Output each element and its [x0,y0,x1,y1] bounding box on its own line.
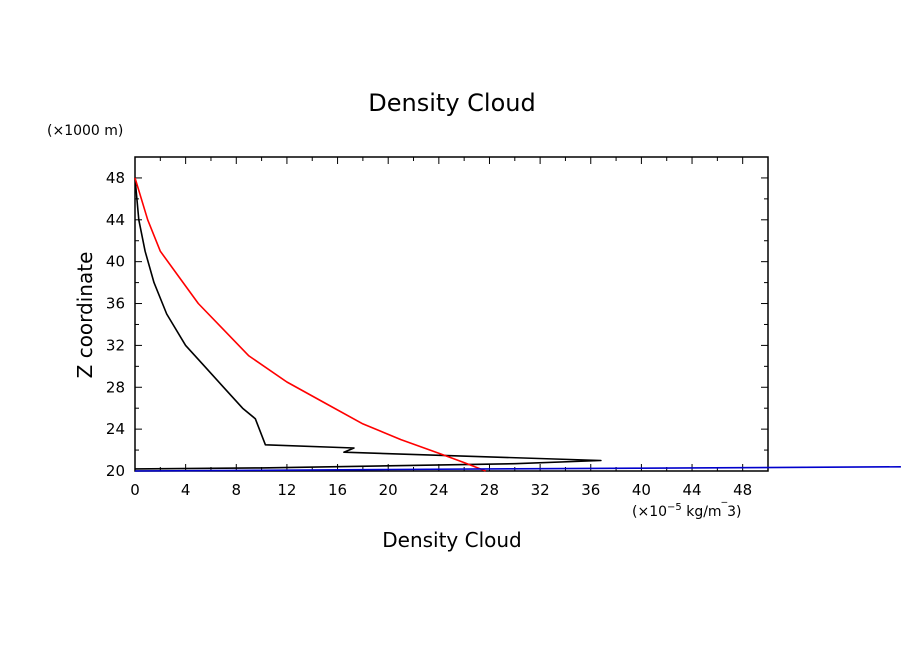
x-unit-tail: 3) [727,504,741,520]
series-line-2 [134,177,486,472]
y-tick-label: 32 [106,336,125,354]
x-tick-label: 8 [232,481,242,499]
y-tick-label: 20 [106,462,125,480]
y-tick-label: 28 [106,378,125,396]
series-line-1 [134,177,602,470]
x-tick-label: 20 [379,481,398,499]
x-unit-label: (×10−5 kg/m‾3) [632,500,741,520]
x-unit-suffix: kg/m [682,504,722,520]
x-tick-label: 24 [429,481,448,499]
x-unit-superscript-mark: ‾ [721,500,728,513]
x-tick-label: 16 [328,481,347,499]
x-tick-label: 48 [733,481,752,499]
y-tick-label: 40 [106,253,125,271]
chart-title: Density Cloud [368,89,535,117]
y-tick-label: 36 [106,295,125,313]
x-unit-exponent: −5 [667,502,682,513]
x-axis-label: Density Cloud [382,528,522,552]
y-tick-label: 48 [106,169,125,187]
y-unit-label: (×1000 m) [47,123,123,139]
plot-frame [134,156,769,472]
y-axis-label: Z coordinate [73,252,97,379]
x-tick-label: 4 [181,481,191,499]
x-tick-label: 36 [581,481,600,499]
x-tick-label: 32 [531,481,550,499]
x-unit-prefix: (×10 [632,504,667,520]
x-tick-label: 44 [682,481,701,499]
x-tick-label: 40 [632,481,651,499]
y-tick-label: 24 [106,420,125,438]
x-tick-label: 28 [480,481,499,499]
series-line-3 [134,465,901,472]
x-tick-label: 12 [277,481,296,499]
x-tick-label: 0 [130,481,140,499]
y-tick-label: 44 [106,211,125,229]
